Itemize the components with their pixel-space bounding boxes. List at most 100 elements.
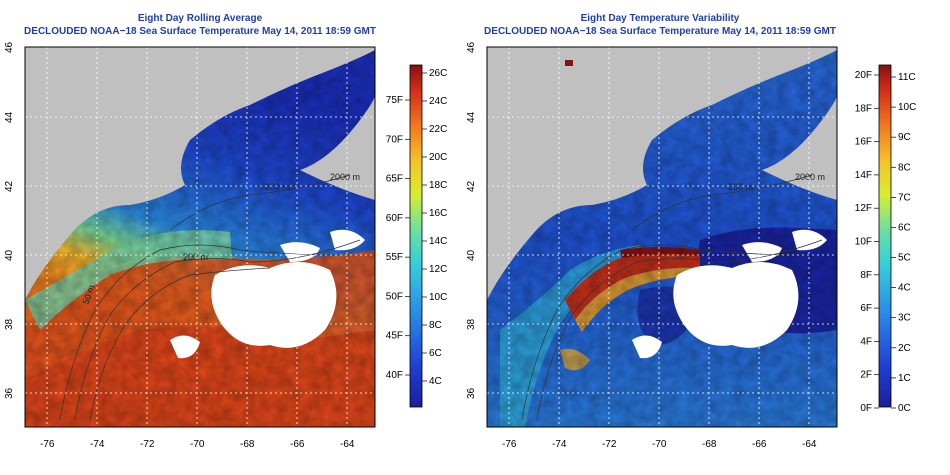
colorbar-label-celsius: 22C (429, 124, 447, 135)
left-subtitle: DECLOUDED NOAA−18 Sea Surface Temperatur… (24, 26, 376, 37)
right-map: 2000 m 200 m (487, 47, 837, 427)
colorbar-label-fahrenheit: 75F (386, 95, 403, 106)
colorbar-label-celsius: 6C (898, 222, 911, 233)
left-title: Eight Day Rolling Average (137, 13, 263, 24)
svg-text:-76: -76 (502, 439, 517, 450)
svg-text:-72: -72 (602, 439, 617, 450)
colorbar-label-fahrenheit: 40F (386, 370, 403, 381)
colorbar-label-fahrenheit: 18F (855, 103, 872, 114)
colorbar-label-celsius: 11C (898, 72, 916, 83)
svg-text:-72: -72 (140, 439, 155, 450)
colorbar-label-celsius: 24C (429, 96, 447, 107)
left-grid (25, 47, 375, 427)
left-lat-axis: 46 44 42 40 38 36 (4, 41, 15, 399)
right-subtitle: DECLOUDED NOAA−18 Sea Surface Temperatur… (484, 26, 836, 37)
colorbar-label-fahrenheit: 2F (860, 370, 872, 381)
colorbar-label-celsius: 0C (898, 403, 911, 414)
colorbar-label-fahrenheit: 20F (855, 70, 872, 81)
colorbar-label-fahrenheit: 0F (860, 403, 872, 414)
svg-text:-74: -74 (90, 439, 105, 450)
svg-text:-64: -64 (340, 439, 355, 450)
right-contour-label-2: 200 m (728, 182, 753, 192)
svg-text:42: 42 (4, 180, 15, 192)
colorbar-label-fahrenheit: 14F (855, 170, 872, 181)
colorbar-label-celsius: 10C (429, 292, 447, 303)
colorbar-label-fahrenheit: 55F (386, 252, 403, 263)
left-contour-label-2: 200 m (265, 182, 290, 192)
svg-text:-68: -68 (702, 439, 717, 450)
colorbar-label-fahrenheit: 12F (855, 203, 872, 214)
right-land (487, 47, 837, 300)
colorbar-label-celsius: 4C (429, 376, 442, 387)
left-map: 2000 m 200 m 200 m 50 m (25, 47, 375, 427)
svg-text:44: 44 (4, 111, 15, 123)
colorbar-label-fahrenheit: 50F (386, 291, 403, 302)
left-colorbar: 75F 70F 65F 60F 55F 50F 45F 40F 26C 24C 22C 20C 18C… (386, 64, 447, 408)
colorbar-label-celsius: 14C (429, 236, 447, 247)
colorbar-label-celsius: 6C (429, 348, 442, 359)
right-grid (487, 47, 837, 427)
colorbar-label-celsius: 4C (898, 283, 911, 294)
colorbar-label-celsius: 5C (898, 253, 911, 264)
svg-text:46: 46 (4, 41, 15, 53)
right-colorbar: 20F 18F 16F 14F 12F 10F 8F 6F 4F 2F 0F 11C 10C 9C 8C 7… (855, 64, 916, 414)
right-lat-axis: 46 44 42 40 38 36 (466, 41, 477, 399)
svg-text:42: 42 (466, 180, 477, 192)
left-contour-label-3: 200 m (183, 252, 208, 262)
svg-text:-66: -66 (290, 439, 305, 450)
colorbar-label-fahrenheit: 45F (386, 331, 403, 342)
svg-text:36: 36 (466, 387, 477, 399)
svg-text:44: 44 (466, 111, 477, 123)
right-panel-title: Eight Day Temperature Variability DECLOU… (460, 12, 860, 38)
colorbar-label-fahrenheit: 70F (386, 134, 403, 145)
svg-text:-70: -70 (190, 439, 205, 450)
left-contour-label-1: 2000 m (330, 172, 360, 182)
colorbar-label-celsius: 1C (898, 373, 911, 384)
svg-text:-68: -68 (240, 439, 255, 450)
colorbar-label-fahrenheit: 16F (855, 137, 872, 148)
right-colorbar-celsius: 11C 10C 9C 8C 7C 6C 5C 4C 3C 2C 1C 0C (891, 72, 916, 414)
svg-text:-66: -66 (752, 439, 767, 450)
colorbar-label-celsius: 8C (898, 162, 911, 173)
svg-text:38: 38 (466, 318, 477, 330)
colorbar-label-celsius: 12C (429, 264, 447, 275)
colorbar-label-fahrenheit: 8F (860, 270, 872, 281)
right-map-frame (486, 46, 838, 428)
colorbar-label-celsius: 2C (898, 343, 911, 354)
left-lon-axis: -76 -74 -72 -70 -68 -66 -64 (40, 439, 355, 450)
svg-text:36: 36 (4, 387, 15, 399)
svg-text:-76: -76 (40, 439, 55, 450)
colorbar-label-celsius: 26C (429, 68, 447, 79)
colorbar-label-fahrenheit: 65F (386, 174, 403, 185)
colorbar-label-fahrenheit: 4F (860, 336, 872, 347)
colorbar-label-celsius: 7C (898, 192, 911, 203)
svg-text:40: 40 (466, 249, 477, 261)
svg-text:38: 38 (4, 318, 15, 330)
colorbar-label-celsius: 10C (898, 102, 916, 113)
svg-text:-70: -70 (652, 439, 667, 450)
right-lon-axis: -76 -74 -72 -70 -68 -66 -64 (502, 439, 817, 450)
colorbar-label-celsius: 20C (429, 152, 447, 163)
colorbar-label-celsius: 3C (898, 313, 911, 324)
colorbar-label-fahrenheit: 10F (855, 237, 872, 248)
svg-text:-64: -64 (802, 439, 817, 450)
right-title: Eight Day Temperature Variability (580, 13, 740, 24)
left-map-frame (24, 46, 376, 428)
colorbar-label-fahrenheit: 60F (386, 213, 403, 224)
left-contours (59, 174, 361, 421)
left-panel-title: Eight Day Rolling Average DECLOUDED NOAA… (0, 12, 400, 38)
colorbar-label-celsius: 16C (429, 208, 447, 219)
left-colorbar-fahrenheit: 75F 70F 65F 60F 55F 50F 45F 40F (386, 95, 410, 381)
right-colorbar-fahrenheit: 20F 18F 16F 14F 12F 10F 8F 6F 4F 2F 0F (855, 70, 879, 414)
right-contours (521, 174, 823, 421)
left-cloud-mask (170, 229, 365, 359)
colorbar-label-fahrenheit: 6F (860, 303, 872, 314)
svg-text:-74: -74 (552, 439, 567, 450)
colorbar-label-celsius: 18C (429, 180, 447, 191)
left-colorbar-celsius: 26C 24C 22C 20C 18C 16C 14C 12C 10C 8C 6C 4C (422, 68, 447, 387)
left-land (25, 47, 375, 300)
svg-text:46: 46 (466, 41, 477, 53)
right-contour-label-1: 2000 m (795, 172, 825, 182)
svg-text:40: 40 (4, 249, 15, 261)
